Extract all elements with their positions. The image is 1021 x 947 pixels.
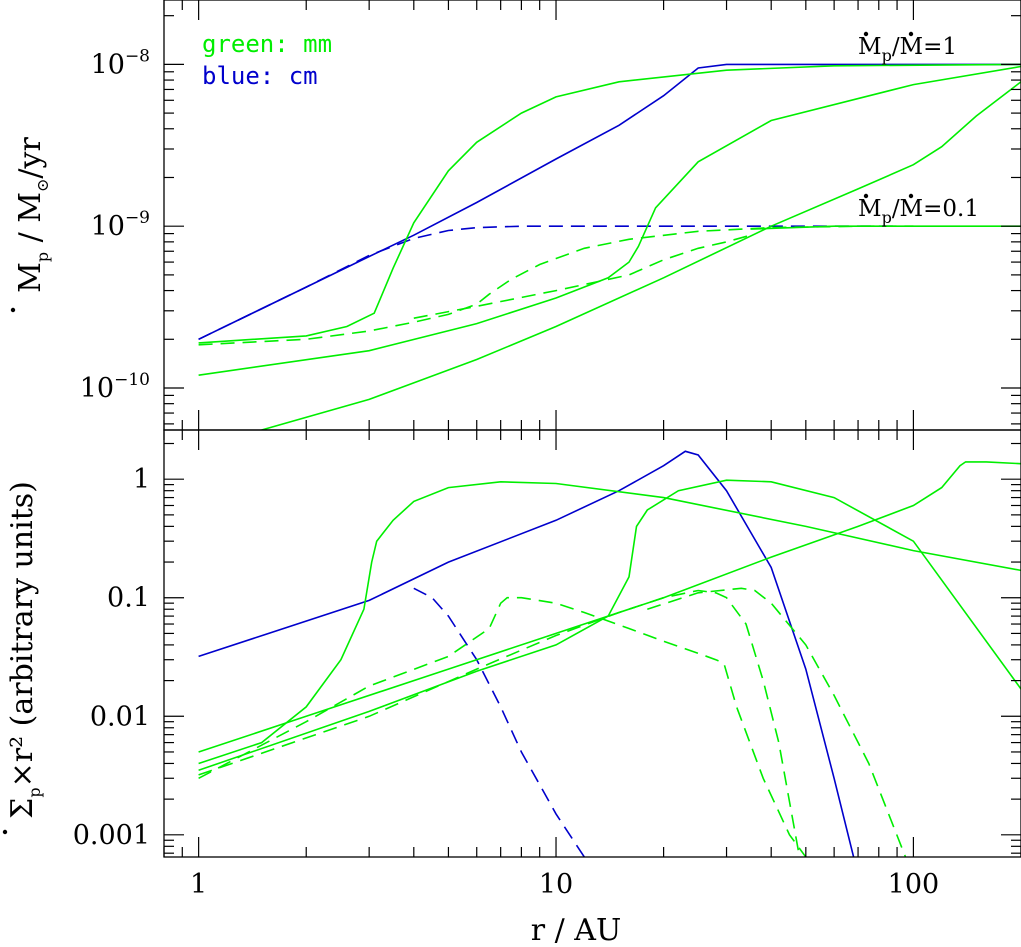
bottom-y-tick-label: 0.01 <box>90 701 150 732</box>
bottom-series-3 <box>198 479 1021 772</box>
top-series-1 <box>198 225 898 341</box>
bottom-axis-ticks <box>163 430 1021 857</box>
bottom-series-7 <box>647 587 907 857</box>
bottom-y-tick-label: 0.1 <box>107 583 150 614</box>
top-panel: green: mm blue: cm <box>163 0 1021 431</box>
bottom-panel <box>163 429 1021 858</box>
bottom-y-tick-label: 0.001 <box>73 820 150 851</box>
x-axis-label: r / AU <box>531 913 621 947</box>
bottom-series-1 <box>413 587 585 857</box>
annotation-ratio-0: Mp/M=1 <box>858 34 957 65</box>
top-series-7 <box>750 225 1021 230</box>
top-series-4 <box>261 81 1021 430</box>
top-series-group <box>198 63 1021 430</box>
top-y-tick-label: 10−9 <box>91 208 150 242</box>
bottom-frame <box>163 429 1021 858</box>
bottom-series-5 <box>198 596 807 857</box>
x-tick-label: 10 <box>539 869 573 900</box>
bottom-series-6 <box>198 589 801 857</box>
annotation-dot <box>863 193 869 199</box>
top-series-6 <box>413 234 751 319</box>
top-y-axis-label: Mp / M⊙/yr <box>10 137 52 313</box>
top-series-5 <box>198 225 914 346</box>
svg-text:Mp / M⊙/yr: Mp / M⊙/yr <box>13 137 52 293</box>
bottom-y-tick-label: 1 <box>133 464 150 495</box>
top-axis-ticks <box>163 0 1021 430</box>
annotation-dot <box>908 193 914 199</box>
bottom-y-axis-label: Σp×r² (arbitrary units) <box>2 481 44 835</box>
legend-item-blue: blue: cm <box>202 62 318 90</box>
bottom-series-4 <box>198 461 1021 753</box>
legend-item-green: green: mm <box>202 30 332 58</box>
top-series-2 <box>198 63 1021 344</box>
top-y-tick-label: 10−8 <box>91 46 150 80</box>
bottom-series-group <box>198 450 1021 857</box>
x-tick-label: 100 <box>888 869 940 900</box>
top-y-tick-label: 10−10 <box>80 370 150 404</box>
x-tick-label: 1 <box>190 869 207 900</box>
annotation-dot <box>908 31 914 37</box>
annotation-dot <box>863 31 869 37</box>
bottom-series-0 <box>198 450 855 857</box>
annotation-ratio-1: Mp/M=0.1 <box>858 196 979 227</box>
svg-text:Σp×r² (arbitrary units): Σp×r² (arbitrary units) <box>5 481 44 819</box>
top-series-3 <box>198 65 1021 376</box>
bottom-series-2 <box>198 480 1021 765</box>
